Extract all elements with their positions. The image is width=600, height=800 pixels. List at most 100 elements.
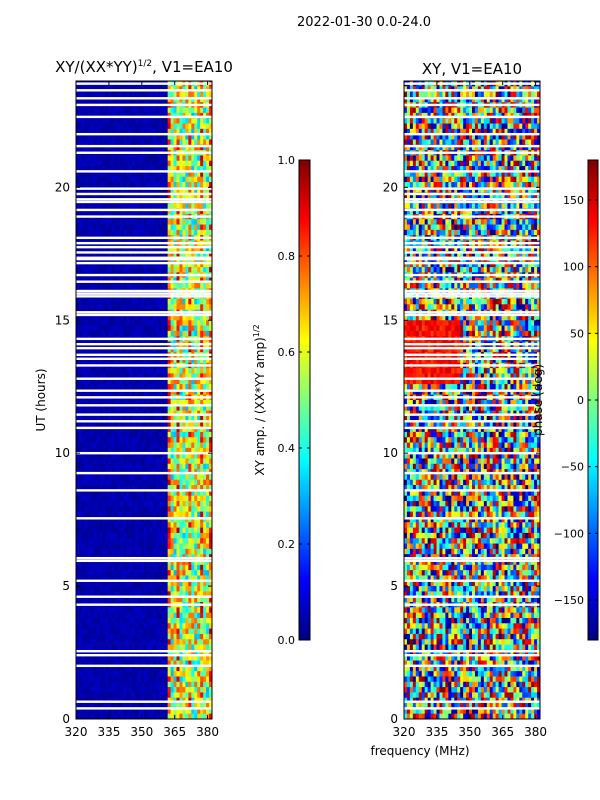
heatmap-cell [78,219,83,226]
heatmap-cell [111,490,116,497]
heatmap-cell [84,219,89,226]
heatmap-cell [188,224,192,231]
heatmap-cell [179,559,184,566]
heatmap-cell [203,532,207,539]
heatmap-cell [203,522,207,529]
heatmap-cell [81,495,86,502]
heatmap-cell [126,527,130,534]
heatmap-cell [176,118,181,125]
heatmap-cell [164,283,169,289]
heatmap-cell [90,314,95,321]
heatmap-cell [111,628,116,635]
heatmap-cell [96,655,101,662]
heatmap-cell [108,543,113,550]
heatmap-cell [144,564,148,571]
heatmap-cell [78,304,83,311]
heatmap-cell [149,453,154,460]
heatmap-cell [155,139,160,146]
heatmap-cell [129,463,133,470]
heatmap-cell [179,501,184,507]
heatmap-cell [120,474,124,481]
heatmap-cell [161,644,166,651]
heatmap-cell [152,368,157,375]
heatmap-cell [203,203,207,210]
heatmap-cell [182,511,186,518]
heatmap-cell [206,570,210,577]
heatmap-cell [194,623,198,630]
heatmap-cell [123,91,127,98]
heatmap-cell [120,261,124,268]
heatmap-cell [185,612,189,619]
heatmap-cell [185,208,189,215]
heatmap-cell [164,357,169,364]
heatmap-cell [170,283,175,289]
heatmap-cell [146,325,151,332]
heatmap-cell [111,559,116,566]
heatmap-cell [155,330,160,337]
heatmap-cell [206,219,210,226]
heatmap-cell [93,527,98,534]
heatmap-cell [146,495,151,502]
heatmap-cell [158,490,163,497]
heatmap-cell [194,628,198,635]
heatmap-cell [203,580,207,587]
heatmap-cell [84,91,89,98]
heatmap-cell [182,607,186,614]
heatmap-cell [191,346,195,353]
heatmap-cell [78,511,83,518]
heatmap-cell [173,118,178,125]
heatmap-cell [164,261,169,268]
heatmap-cell [167,453,172,460]
heatmap-cell [179,633,184,640]
heatmap-cell [90,532,95,539]
heatmap-cell [120,171,124,178]
heatmap-cell [149,107,154,114]
heatmap-cell [111,144,116,151]
heatmap-cell [194,208,198,215]
heatmap-cell [76,575,80,582]
heatmap-cell [173,447,178,454]
heatmap-cell [129,283,133,289]
heatmap-cell [138,229,142,236]
heatmap-cell [138,171,142,178]
heatmap-cell [144,251,148,258]
heatmap-cell [96,182,101,188]
heatmap-cell [194,389,198,396]
heatmap-cell [96,538,101,545]
heatmap-cell [102,245,107,252]
heatmap-cell [161,267,166,273]
heatmap-cell [135,431,139,438]
heatmap-cell [176,155,181,162]
heatmap-cell [138,580,142,587]
heatmap-cell [141,628,145,635]
heatmap-cell [117,171,121,178]
heatmap-cell [170,474,175,481]
heatmap-cell [76,357,80,364]
heatmap-cell [102,208,107,215]
heatmap-cell [185,118,189,125]
heatmap-cell [149,325,154,332]
heatmap-cell [179,298,184,305]
heatmap-cell [185,501,189,507]
heatmap-cell [132,516,136,523]
heatmap-cell [114,617,118,624]
heatmap-cell [179,415,184,422]
heatmap-cell [203,298,207,305]
heatmap-cell [126,400,130,406]
heatmap-cell [99,346,104,353]
heatmap-cell [170,368,175,375]
heatmap-cell [158,320,163,327]
heatmap-cell [158,123,163,130]
heatmap-cell [155,639,160,646]
heatmap-cell [152,139,157,146]
heatmap-cell [152,617,157,624]
heatmap-cell [200,633,204,640]
heatmap-cell [138,490,142,497]
heatmap-cell [194,442,198,449]
heatmap-cell [105,139,110,146]
heatmap-cell [99,479,104,486]
heatmap-cell [129,421,133,428]
heatmap-cell [161,368,166,375]
heatmap-cell [78,405,83,412]
heatmap-cell [117,96,121,103]
